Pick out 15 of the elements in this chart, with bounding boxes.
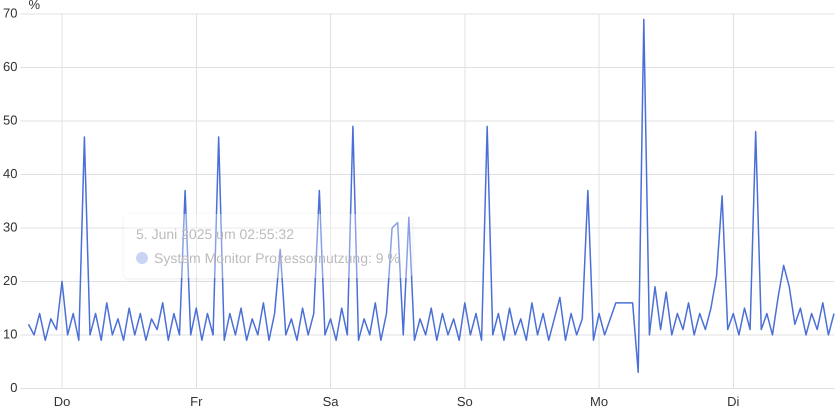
x-tick-label: Do [54,394,70,409]
y-tick-label: 30 [2,220,18,235]
y-tick-label: 20 [2,273,18,288]
x-tick-label: Sa [322,394,340,409]
y-tick-label: 70 [2,6,18,21]
y-tick-label: 60 [2,59,18,74]
y-axis-title: % [28,0,40,12]
y-tick-label: 50 [2,112,18,128]
y-tick-label: 40 [2,166,18,182]
x-tick-label: Di [727,394,740,409]
x-tick-label: Mo [590,394,608,409]
y-tick-label: 0 [10,380,18,395]
x-tick-label: Fr [190,394,204,409]
y-tick-label: 10 [2,326,18,342]
x-tick-label: So [456,394,473,409]
